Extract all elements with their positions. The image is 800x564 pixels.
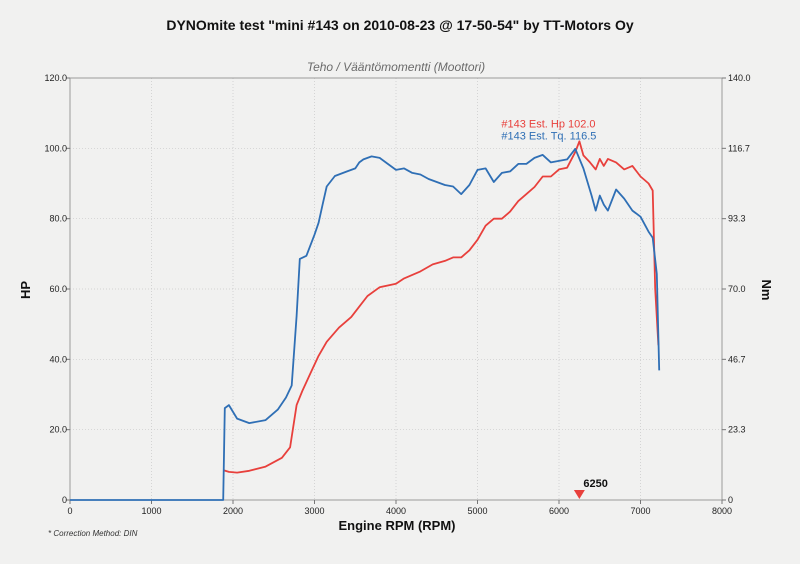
chart-subtitle: Teho / Vääntömomentti (Moottori)	[307, 60, 485, 74]
correction-footnote: * Correction Method: DIN	[48, 529, 138, 538]
x-tick-label: 7000	[630, 506, 650, 516]
y-axis-ticks: 0 20.0 40.0 60.0 80.0 100.0 120.0	[44, 73, 70, 505]
y-tick-label: 80.0	[49, 214, 67, 224]
x-axis-ticks: 0 1000 2000 3000 4000 5000 6000 7000 8000	[67, 500, 732, 516]
y-tick-label: 120.0	[44, 73, 67, 83]
y-tick-label: 100.0	[44, 143, 67, 153]
y2-tick-label: 0	[728, 495, 733, 505]
rpm-marker-icon	[573, 490, 585, 499]
x-axis-label: Engine RPM (RPM)	[339, 518, 456, 533]
y-tick-label: 20.0	[49, 425, 67, 435]
y2-tick-label: 116.7	[728, 143, 750, 153]
y2-tick-label: 70.0	[728, 284, 746, 294]
x-tick-label: 3000	[304, 506, 324, 516]
y2-axis-label: Nm	[759, 280, 774, 301]
chart-title: DYNOmite test "mini #143 on 2010-08-23 @…	[166, 17, 634, 33]
y-tick-label: 40.0	[49, 354, 67, 364]
x-tick-label: 6000	[549, 506, 569, 516]
grid	[70, 78, 722, 500]
x-tick-label: 2000	[223, 506, 243, 516]
x-tick-label: 8000	[712, 506, 732, 516]
series-label-torque: #143 Est. Tq. 116.5	[501, 130, 596, 142]
x-tick-label: 1000	[141, 506, 161, 516]
x-tick-label: 0	[67, 506, 72, 516]
y2-tick-label: 23.3	[728, 425, 746, 435]
y-tick-label: 60.0	[49, 284, 67, 294]
series-line-torque	[70, 147, 661, 501]
y2-tick-label: 93.3	[728, 214, 746, 224]
series-line-hp	[222, 140, 660, 474]
rpm-marker-label: 6250	[583, 478, 607, 490]
x-tick-label: 4000	[386, 506, 406, 516]
y-axis-label: HP	[18, 281, 33, 299]
y2-tick-label: 46.7	[728, 354, 746, 364]
x-tick-label: 5000	[467, 506, 487, 516]
series-labels: #143 Est. Hp 102.0#143 Est. Tq. 116.5	[501, 118, 596, 142]
y2-tick-label: 140.0	[728, 73, 751, 83]
series-group	[70, 140, 661, 501]
series-label-hp: #143 Est. Hp 102.0	[501, 118, 595, 130]
y2-axis-ticks: 0 23.3 46.7 70.0 93.3 116.7 140.0	[722, 73, 751, 505]
y-tick-label: 0	[62, 495, 67, 505]
